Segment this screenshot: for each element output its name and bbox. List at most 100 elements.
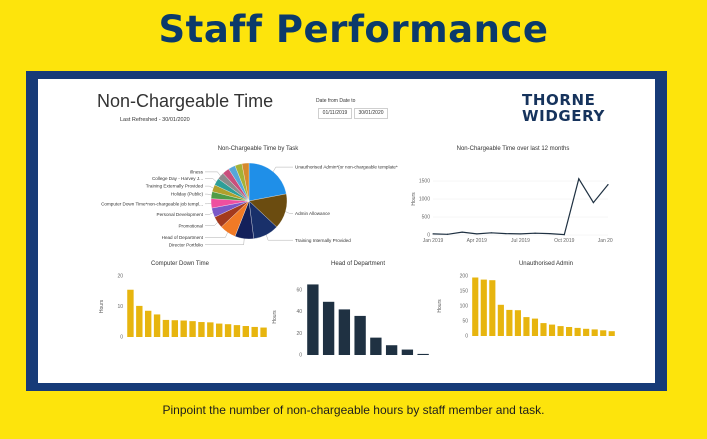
- y-tick-label: 50: [462, 319, 468, 325]
- pie-slice[interactable]: [241, 162, 250, 202]
- y-axis-label: Hours: [99, 299, 105, 313]
- bar[interactable]: [497, 304, 504, 336]
- bar[interactable]: [489, 280, 496, 336]
- x-tick-label: Oct 2019: [554, 238, 575, 244]
- line-point: [432, 233, 434, 235]
- bar[interactable]: [171, 320, 179, 337]
- pie-slice-label: Illness: [190, 170, 204, 175]
- bar[interactable]: [127, 289, 134, 337]
- y-tick-label: 40: [296, 309, 302, 315]
- date-to-input[interactable]: 30/01/2020: [354, 108, 388, 119]
- date-filter-label: Date from Date to: [316, 98, 356, 104]
- line-point: [505, 232, 507, 235]
- bar[interactable]: [322, 301, 335, 355]
- bar[interactable]: [153, 314, 161, 337]
- bar[interactable]: [189, 321, 196, 337]
- bar[interactable]: [540, 323, 547, 336]
- dashboard-frame: Non-Chargeable Time Last Refreshed - 30/…: [26, 71, 667, 391]
- y-axis-label: Hours: [437, 299, 443, 313]
- pie-slice-label: Unauthorised Admin*(or non-chargeable te…: [295, 165, 398, 170]
- bar[interactable]: [480, 279, 487, 336]
- x-tick-label: Apr 2019: [467, 238, 488, 244]
- pie-leader-line: [205, 238, 245, 245]
- line-chart[interactable]: 0 500 1000 1500 Jan 2019 Apr 2019 Jul 2019 Oct …: [408, 153, 613, 248]
- y-tick-label: 0: [120, 335, 123, 341]
- bar[interactable]: [583, 328, 590, 336]
- y-tick-label: 500: [422, 215, 431, 221]
- bar[interactable]: [370, 337, 382, 355]
- line-point: [592, 202, 595, 204]
- y-axis-label: Hours: [411, 192, 417, 206]
- bar[interactable]: [574, 327, 581, 336]
- bar[interactable]: [260, 327, 267, 337]
- bar[interactable]: [215, 323, 223, 337]
- y-tick-label: 0: [427, 233, 430, 239]
- brand-logo: THORNE WIDGERY: [522, 92, 605, 124]
- pie-slice[interactable]: [248, 162, 287, 202]
- report-title: Non-Chargeable Time: [97, 91, 274, 111]
- bar[interactable]: [207, 322, 214, 337]
- pie-slice-label: Personal Development: [157, 212, 204, 217]
- bar[interactable]: [136, 305, 143, 337]
- bar[interactable]: [233, 325, 241, 337]
- bar-chart-3-title: Unauthorised Admin: [518, 261, 574, 267]
- bar[interactable]: [242, 326, 250, 337]
- bar[interactable]: [251, 326, 258, 337]
- bar[interactable]: [401, 349, 414, 355]
- report-panel: Non-Chargeable Time Last Refreshed - 30/…: [38, 79, 655, 383]
- bar[interactable]: [162, 319, 170, 337]
- y-tick-label: 60: [296, 287, 302, 293]
- pie-chart[interactable]: Unauthorised Admin*(or non-chargeable te…: [38, 153, 408, 253]
- pie-leader-line: [205, 193, 212, 196]
- line-chart-title: Non-Chargeable Time over last 12 months: [456, 146, 570, 152]
- bar[interactable]: [600, 330, 607, 336]
- y-tick-label: 20: [296, 331, 302, 337]
- bar-chart-2[interactable]: 0 20 40 60 Hours: [271, 269, 436, 359]
- bar[interactable]: [514, 310, 521, 336]
- bar[interactable]: [523, 317, 530, 336]
- bar[interactable]: [144, 310, 152, 337]
- caption: Pinpoint the number of non-chargeable ho…: [162, 403, 545, 417]
- y-tick-label: 200: [460, 274, 469, 280]
- line-point: [549, 232, 551, 235]
- pie-slice-label: Holiday (Public): [171, 192, 204, 197]
- bar[interactable]: [224, 324, 232, 337]
- bar[interactable]: [307, 284, 319, 355]
- y-axis-label: Hours: [272, 310, 278, 324]
- pie-slice-label: Training Externally Provided: [146, 184, 204, 189]
- bar[interactable]: [591, 329, 598, 336]
- pie-leader-line: [205, 232, 228, 238]
- bar[interactable]: [548, 324, 556, 336]
- y-tick-label: 1500: [419, 179, 430, 185]
- series-line: [432, 177, 609, 236]
- line-point: [490, 232, 492, 234]
- bar-chart-1[interactable]: 0 10 20 Hours: [98, 269, 273, 344]
- bar[interactable]: [385, 345, 398, 355]
- line-point: [607, 184, 609, 186]
- bar[interactable]: [338, 309, 351, 355]
- line-point: [534, 232, 536, 234]
- bar[interactable]: [198, 322, 205, 337]
- date-from-input[interactable]: 01/11/2019: [318, 108, 352, 119]
- bar[interactable]: [557, 326, 564, 336]
- brand-logo-line1: THORNE: [522, 91, 596, 109]
- bar[interactable]: [354, 315, 366, 355]
- bar[interactable]: [566, 327, 573, 336]
- pie-slice-label: Admin Allowance: [295, 211, 330, 216]
- bar[interactable]: [506, 309, 513, 336]
- y-tick-label: 0: [299, 353, 302, 359]
- y-tick-label: 20: [117, 274, 123, 280]
- bar[interactable]: [531, 318, 539, 336]
- y-tick-label: 1000: [419, 197, 430, 203]
- bar[interactable]: [608, 331, 615, 336]
- bar-chart-2-title: Head of Department: [330, 261, 386, 267]
- y-tick-label: 0: [465, 334, 468, 340]
- bar[interactable]: [180, 320, 187, 337]
- brand-logo-line2: WIDGERY: [522, 107, 605, 125]
- pie-leader-line: [285, 211, 293, 214]
- pie-leader-line: [273, 166, 293, 172]
- bar[interactable]: [417, 353, 429, 355]
- bar[interactable]: [472, 277, 479, 337]
- bar-chart-3[interactable]: 0 50 100 150 200 Hours: [436, 269, 621, 344]
- pie-slice-label: Promotional: [178, 223, 203, 228]
